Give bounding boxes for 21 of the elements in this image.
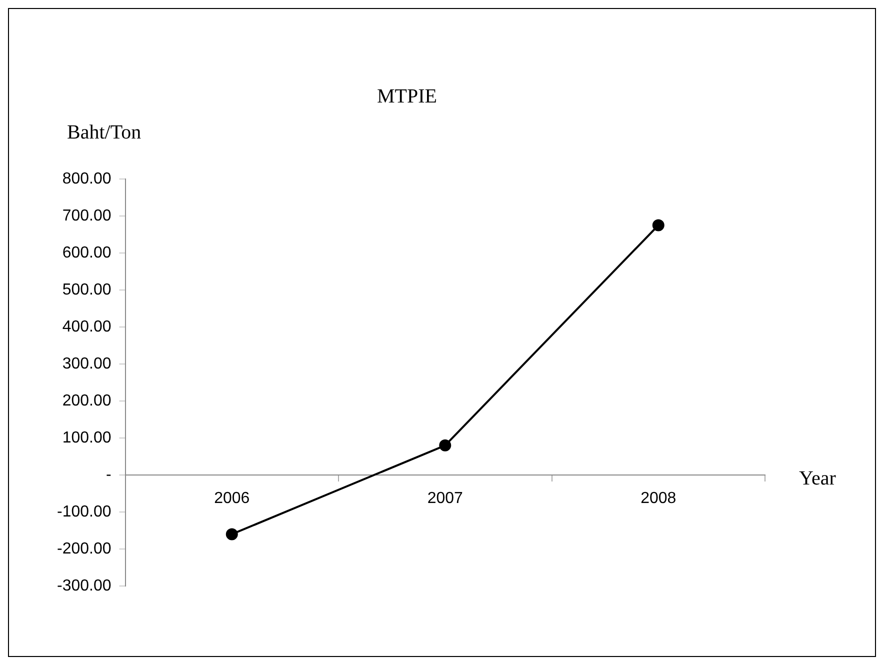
y-tick-label: -300.00 xyxy=(57,577,112,594)
x-tick-label: 2008 xyxy=(640,490,676,508)
x-tick-label: 2007 xyxy=(427,490,464,508)
y-tick-label: 300.00 xyxy=(62,355,112,372)
y-tick-label: 700.00 xyxy=(62,207,112,224)
point xyxy=(439,439,452,452)
y-axis-title: Baht/Ton xyxy=(67,121,142,144)
point xyxy=(652,219,664,232)
y-tick-label: 400.00 xyxy=(62,318,112,336)
y-tick-label: -200.00 xyxy=(57,540,112,558)
chart-title: MTPIE xyxy=(377,85,437,108)
y-tick-label: 800.00 xyxy=(62,170,112,188)
y-tick-label: 100.00 xyxy=(62,429,112,446)
y-tick-label: 500.00 xyxy=(62,281,112,298)
y-tick-label: 200.00 xyxy=(62,392,112,410)
x-axis-title: Year xyxy=(799,467,836,490)
y-tick-label: 600.00 xyxy=(62,244,112,262)
point xyxy=(226,528,238,540)
x-tick-label: 2006 xyxy=(214,490,250,508)
y-tick-label: - xyxy=(106,466,112,484)
y-tick-label: -100.00 xyxy=(57,503,112,520)
